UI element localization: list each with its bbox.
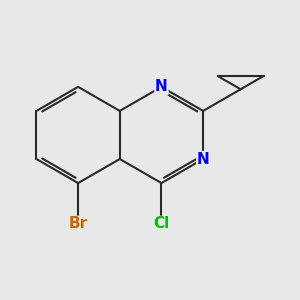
Text: Cl: Cl xyxy=(153,217,170,232)
Text: N: N xyxy=(197,152,209,166)
Text: Br: Br xyxy=(69,217,88,232)
Text: N: N xyxy=(155,80,168,94)
